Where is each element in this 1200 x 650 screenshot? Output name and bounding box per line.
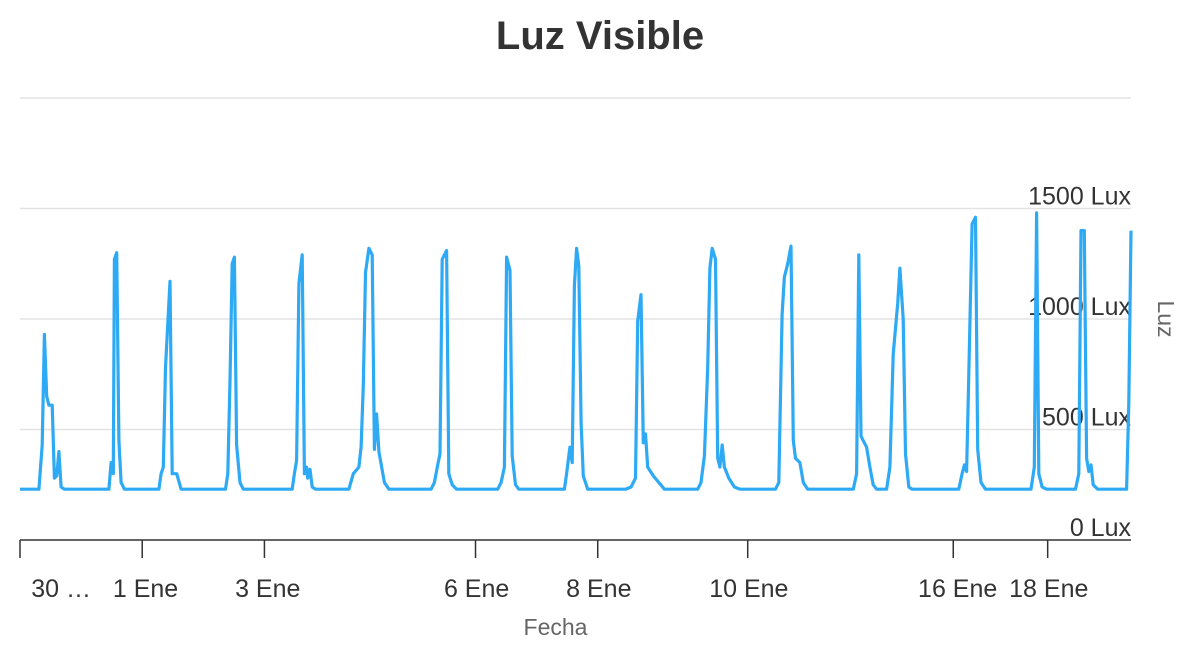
x-tick-label: 16 Ene — [918, 575, 997, 603]
x-tick-label: 18 Ene — [1009, 575, 1088, 603]
x-axis-title: Fecha — [524, 614, 588, 640]
x-tick-label: 1 Ene — [113, 575, 178, 603]
y-tick-label: 0 Lux — [1070, 514, 1132, 542]
x-tick-label: 6 Ene — [444, 575, 509, 603]
series-line — [20, 211, 1133, 491]
y-axis-title: Luz — [1153, 300, 1179, 337]
chart-title: Luz Visible — [495, 14, 705, 58]
x-tick-labels: 30 … 1 Ene 3 Ene 6 Ene 8 Ene 10 Ene 16 Ene 18 E… — [19, 540, 1088, 603]
x-tick-label: 3 Ene — [235, 575, 300, 603]
x-tick-label: 8 Ene — [566, 575, 631, 603]
y-tick-label: 1500 Lux — [1028, 183, 1131, 211]
x-tick-label: 10 Ene — [709, 575, 788, 603]
x-tick-label: 30 … — [31, 575, 91, 603]
